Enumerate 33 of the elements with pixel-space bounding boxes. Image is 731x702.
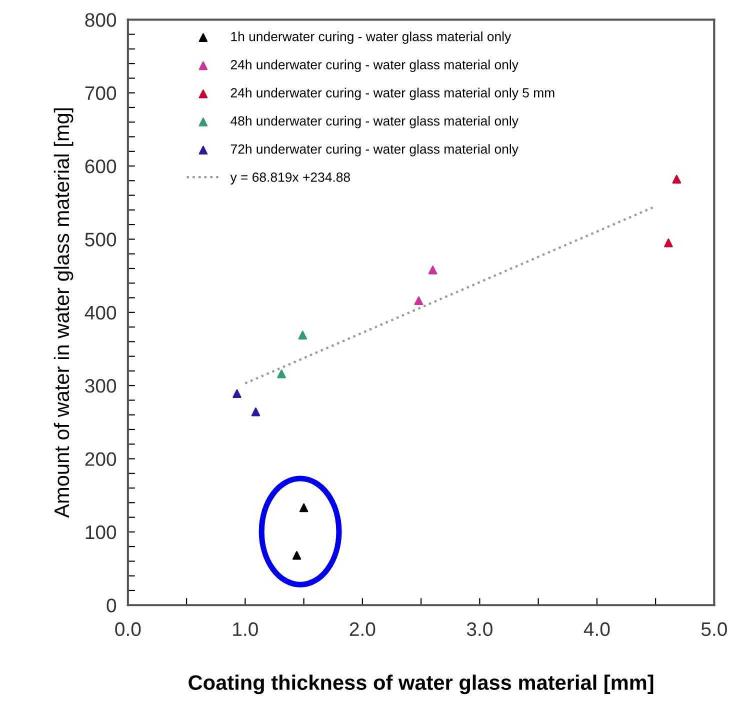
legend-label: 48h underwater curing - water glass material only	[230, 116, 518, 128]
point	[428, 266, 438, 274]
x-tick-label: 3.0	[466, 622, 492, 636]
legend-label: 24h underwater curing - water glass material only 5 mm	[230, 88, 554, 100]
y-tick-label: 100	[86, 525, 116, 540]
y-tick-label: 0	[106, 598, 116, 612]
point	[232, 389, 242, 398]
point	[292, 550, 302, 560]
x-tick-label: 1.0	[233, 622, 258, 636]
x-tick-label: 2.0	[350, 622, 376, 636]
legend-label: y = 68.819x +234.88	[230, 172, 350, 184]
y-tick-label: 400	[84, 306, 116, 320]
x-tick-label: 0.0	[115, 622, 141, 636]
y-tick-label: 200	[85, 452, 116, 466]
y-tick-label: 800	[85, 13, 116, 27]
legend-label: 1h underwater curing - water glass material only	[231, 32, 512, 44]
point	[251, 408, 260, 416]
point	[277, 369, 286, 378]
y-tick-label: 500	[85, 232, 116, 246]
x-tick-label: 4.0	[584, 622, 610, 636]
y-tick-label: 300	[85, 379, 116, 393]
point	[414, 296, 424, 306]
legend-label: 72h underwater curing - water glass material only	[230, 144, 518, 156]
point	[664, 238, 673, 248]
x-tick-label: 5.0	[701, 622, 727, 636]
legend-label: 24h underwater curing - water glass material only	[230, 60, 518, 72]
y-axis-title: Amount of water in water glass material [mg]	[54, 108, 74, 518]
point	[672, 174, 682, 184]
y-tick-label: 700	[85, 86, 116, 100]
y-tick-label: 600	[85, 159, 116, 174]
x-axis-title: Coating thickness of water glass material [mm]	[188, 674, 654, 694]
point	[298, 330, 307, 340]
point	[299, 503, 308, 512]
